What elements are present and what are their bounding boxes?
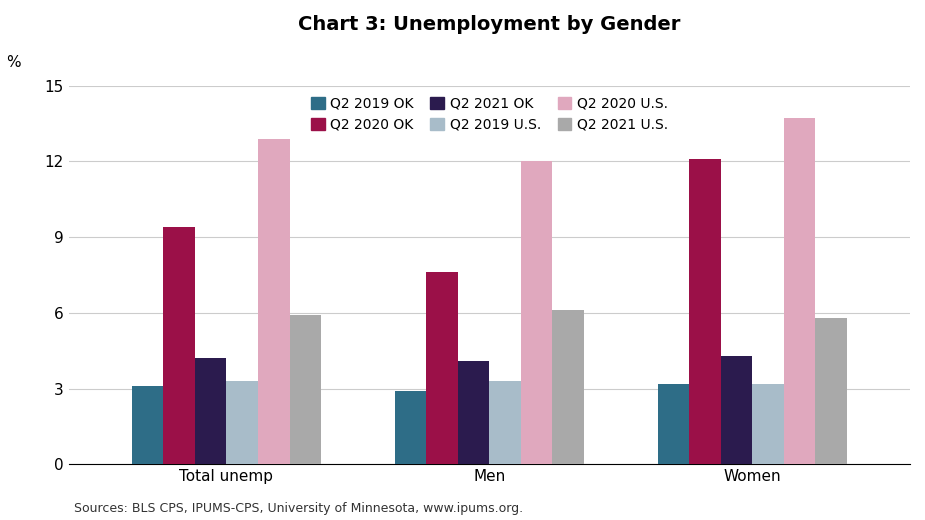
Bar — [290, 315, 321, 464]
Bar — [458, 361, 489, 464]
Bar — [552, 310, 584, 464]
Bar — [395, 391, 426, 464]
Bar — [164, 227, 195, 464]
Text: %: % — [6, 56, 20, 70]
Bar — [521, 161, 552, 464]
Bar — [689, 159, 721, 464]
Bar — [658, 384, 689, 464]
Bar — [227, 381, 258, 464]
Bar — [132, 386, 164, 464]
Bar — [815, 318, 847, 464]
Text: Sources: BLS CPS, IPUMS-CPS, University of Minnesota, www.ipums.org.: Sources: BLS CPS, IPUMS-CPS, University … — [74, 502, 524, 515]
Legend: Q2 2019 OK, Q2 2020 OK, Q2 2021 OK, Q2 2019 U.S., Q2 2020 U.S., Q2 2021 U.S.: Q2 2019 OK, Q2 2020 OK, Q2 2021 OK, Q2 2… — [306, 93, 672, 136]
Bar — [195, 358, 227, 464]
Bar — [489, 381, 521, 464]
Bar — [721, 356, 752, 464]
Bar — [258, 139, 290, 464]
Bar — [426, 272, 458, 464]
Bar — [752, 384, 783, 464]
Bar — [783, 119, 815, 464]
Title: Chart 3: Unemployment by Gender: Chart 3: Unemployment by Gender — [298, 15, 681, 34]
